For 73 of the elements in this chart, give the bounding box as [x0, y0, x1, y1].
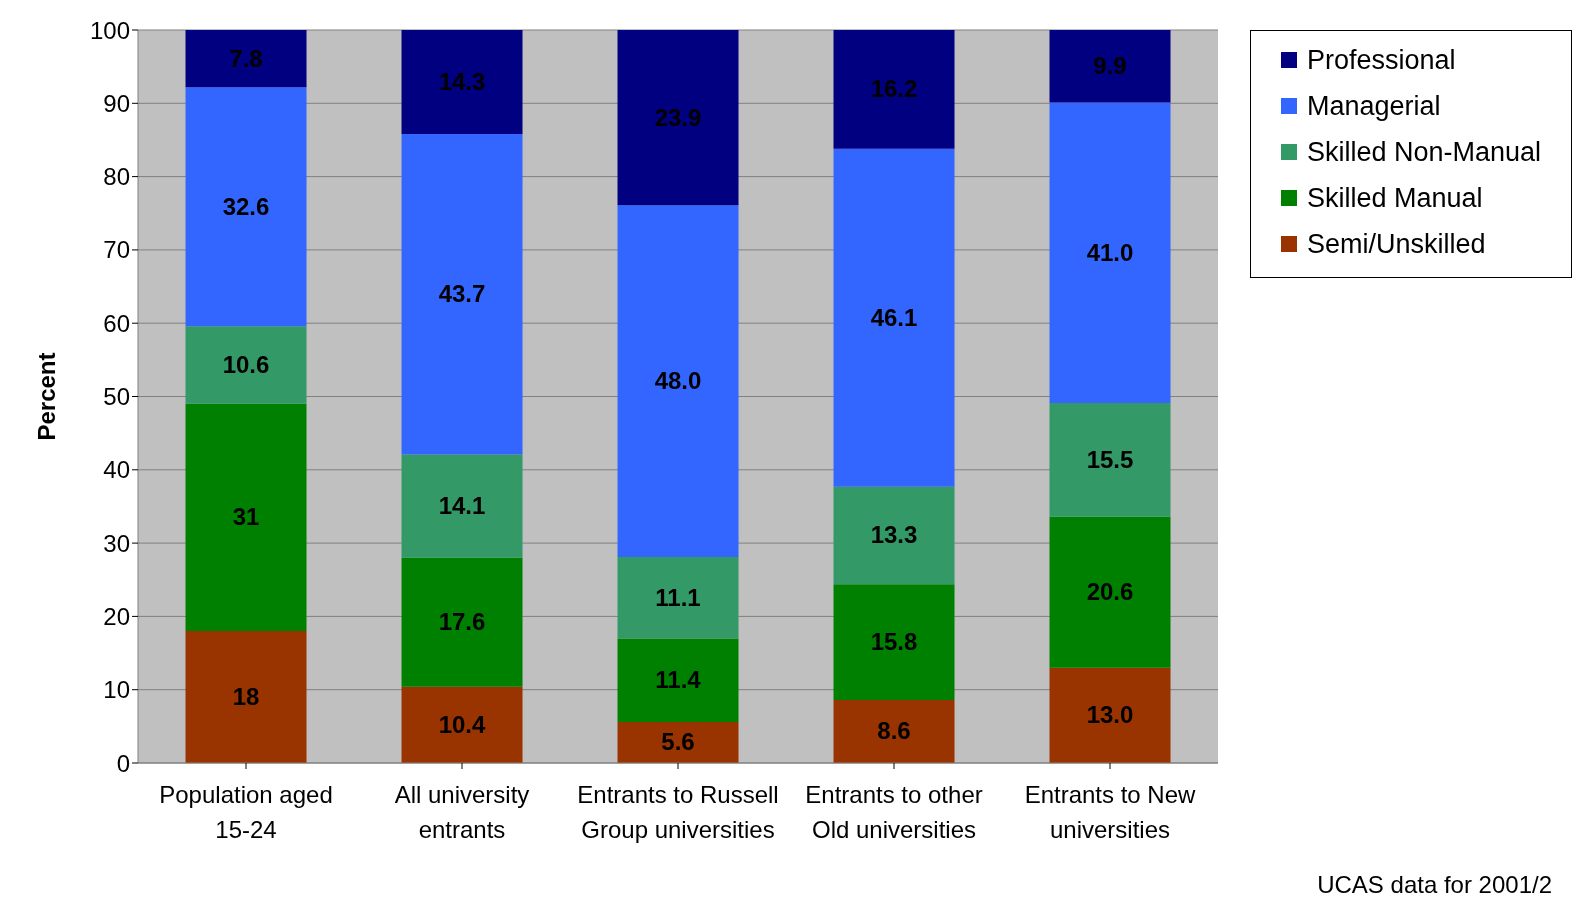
bar [185, 403, 307, 632]
data-label: 32.6 [222, 192, 270, 220]
bar [185, 30, 307, 88]
data-label: 15.8 [870, 628, 918, 656]
bar [833, 584, 955, 700]
data-label: 23.9 [654, 103, 702, 131]
x-tick-label: Entrants to Russell Group universities [577, 781, 779, 843]
data-label: 11.1 [655, 583, 701, 611]
bar [185, 631, 307, 763]
x-tick-label: Entrants to other Old universities [805, 781, 983, 843]
data-label: 18 [232, 683, 260, 711]
x-tick-label: All university entrants [394, 781, 530, 843]
y-tick-label: 20 [103, 602, 130, 630]
bar [833, 486, 955, 585]
y-tick-label: 30 [103, 529, 130, 557]
bar [185, 87, 307, 327]
legend-label: Professional [1307, 44, 1456, 76]
bar [833, 30, 955, 149]
data-label: 46.1 [870, 303, 918, 331]
bar [401, 557, 523, 687]
y-tick-label: 10 [103, 676, 130, 704]
legend-label: Skilled Non-Manual [1307, 136, 1542, 168]
data-label: 5.6 [661, 728, 695, 756]
bar [185, 326, 307, 404]
legend-label: Skilled Manual [1307, 182, 1483, 214]
y-axis-title: Percent [32, 352, 60, 441]
bar [1049, 30, 1171, 103]
data-label: 10.6 [222, 350, 270, 378]
y-tick-label: 50 [103, 383, 130, 411]
y-tick-label: 40 [103, 456, 130, 484]
bar [401, 134, 523, 455]
x-tick-label: Population aged 15-24 [159, 781, 333, 843]
y-tick-label: 70 [103, 236, 130, 264]
bar [617, 30, 739, 206]
bar [617, 638, 739, 722]
data-label: 15.5 [1086, 445, 1134, 473]
data-label: 48.0 [654, 367, 702, 395]
bar [1049, 516, 1171, 668]
data-label: 13.0 [1086, 701, 1134, 729]
y-tick-label: 90 [103, 89, 130, 117]
bar [617, 721, 739, 763]
data-label: 13.3 [870, 521, 918, 549]
data-label: 10.4 [438, 710, 487, 738]
legend-label: Managerial [1307, 90, 1441, 122]
bar [617, 557, 739, 639]
data-label: 11.4 [655, 666, 702, 694]
data-label: 14.3 [438, 68, 486, 96]
bar [617, 205, 739, 558]
y-tick-label: 0 [116, 749, 130, 777]
bar [1049, 403, 1171, 517]
data-label: 14.1 [438, 492, 486, 520]
data-label: 17.6 [438, 608, 486, 636]
x-tick-label: Entrants to New universities [1024, 781, 1197, 843]
bar [401, 454, 523, 558]
y-tick-label: 60 [103, 309, 130, 337]
data-label: 8.6 [877, 717, 911, 745]
bar [1049, 667, 1171, 763]
data-label: 16.2 [870, 75, 918, 103]
bar [1049, 102, 1171, 404]
data-label: 41.0 [1086, 238, 1134, 266]
data-label: 31 [232, 503, 260, 531]
text: UCAS data for 2001/2 [1317, 871, 1552, 899]
bar [833, 699, 955, 763]
data-label: 20.6 [1086, 578, 1134, 606]
y-tick-label: 100 [89, 16, 130, 44]
bar [833, 148, 955, 487]
legend-label: Semi/Unskilled [1307, 228, 1486, 260]
bar [401, 686, 523, 763]
y-tick-label: 80 [103, 163, 130, 191]
data-label: 43.7 [438, 280, 486, 308]
data-label: 7.8 [229, 44, 263, 72]
data-label: 9.9 [1093, 52, 1127, 80]
bar [401, 30, 523, 135]
